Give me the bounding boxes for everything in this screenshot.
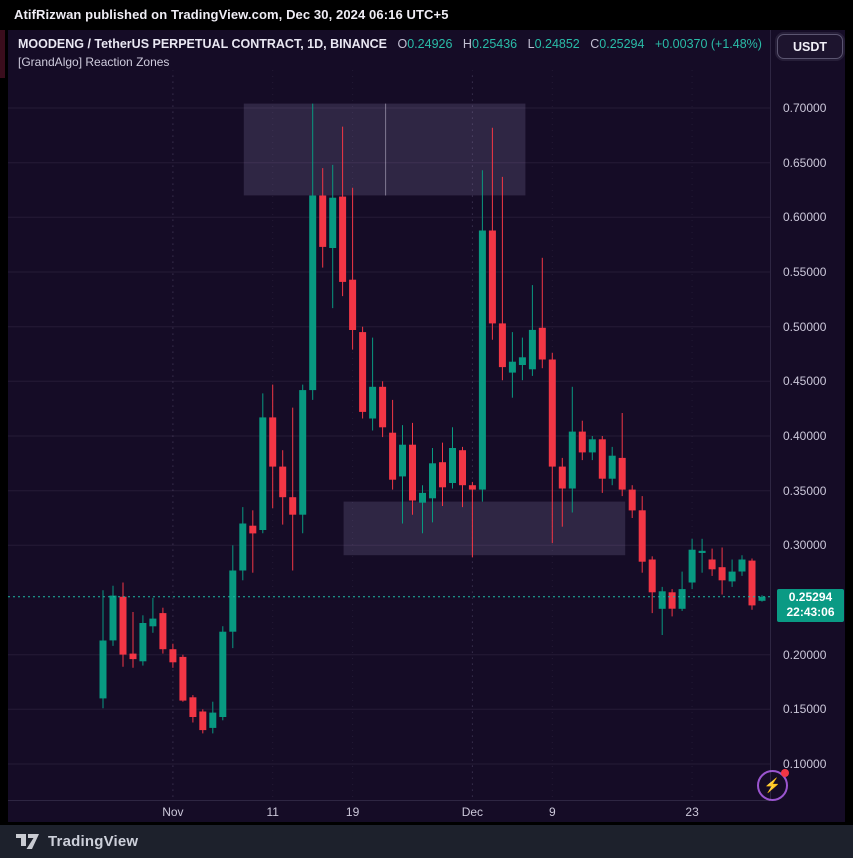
time-tick: 23 bbox=[685, 805, 699, 819]
candlestick-plot[interactable] bbox=[8, 30, 770, 800]
footer-bar: TradingView bbox=[0, 825, 853, 858]
bar-countdown: 22:43:06 bbox=[786, 604, 835, 619]
last-price-value: 0.25294 bbox=[788, 589, 833, 604]
ohlc-low-value: 0.24852 bbox=[534, 37, 580, 51]
indicator-label[interactable]: [GrandAlgo] Reaction Zones bbox=[18, 55, 170, 69]
price-tick: 0.60000 bbox=[783, 210, 827, 225]
price-tick: 0.30000 bbox=[783, 538, 827, 553]
chart-widget: ⚡ MOODENG / TetherUS PERPETUAL CONTRACT,… bbox=[0, 30, 846, 823]
reaction-zone-upper bbox=[243, 103, 526, 196]
attribution-text: AtifRizwan published on TradingView.com,… bbox=[14, 7, 449, 22]
ohlc-high-label: H bbox=[462, 37, 472, 51]
lightning-bolt-icon: ⚡ bbox=[763, 776, 782, 793]
left-edge-marker bbox=[0, 30, 5, 78]
price-tick: 0.55000 bbox=[783, 265, 827, 279]
time-tick: 19 bbox=[345, 805, 360, 819]
time-tick: Nov bbox=[162, 805, 184, 819]
price-scale[interactable]: 0.70000 0.65000 0.60000 0.55000 0.50000 0.450… bbox=[770, 30, 846, 800]
notification-dot bbox=[781, 769, 789, 777]
price-tick: 0.15000 bbox=[783, 702, 827, 717]
ohlc-open-label: O bbox=[397, 37, 408, 51]
price-tick: 0.65000 bbox=[783, 155, 827, 170]
chart-canvas[interactable]: ⚡ bbox=[8, 30, 789, 801]
time-axis[interactable]: Nov 11 19 Dec 9 23 bbox=[8, 800, 770, 823]
tradingview-logo-icon[interactable] bbox=[16, 834, 40, 849]
ohlc-open-value: 0.24926 bbox=[407, 37, 453, 51]
price-tick: 0.50000 bbox=[783, 319, 827, 334]
price-tick: 0.40000 bbox=[783, 429, 827, 443]
price-tick: 0.10000 bbox=[783, 757, 827, 771]
attribution-bar: AtifRizwan published on TradingView.com,… bbox=[0, 0, 853, 29]
time-tick: 11 bbox=[266, 805, 279, 819]
symbol-title[interactable]: MOODENG / TetherUS PERPETUAL CONTRACT, 1… bbox=[18, 37, 388, 51]
symbol-header: MOODENG / TetherUS PERPETUAL CONTRACT, 1… bbox=[18, 37, 762, 51]
tradingview-brand-text[interactable]: TradingView bbox=[48, 833, 139, 850]
price-tick: 0.20000 bbox=[783, 647, 827, 662]
price-tick: 0.45000 bbox=[783, 374, 827, 389]
ohlc-high-value: 0.25436 bbox=[471, 37, 518, 51]
time-tick: Dec bbox=[461, 805, 484, 819]
currency-toggle-button[interactable]: USDT bbox=[777, 34, 843, 59]
ohlc-close-value: 0.25294 bbox=[599, 37, 645, 51]
ohlc-close-label: C bbox=[590, 37, 600, 51]
price-tick: 0.35000 bbox=[783, 483, 827, 498]
ohlc-low-label: L bbox=[527, 37, 535, 51]
time-tick: 9 bbox=[548, 805, 556, 819]
last-price-label: 0.25294 22:43:06 bbox=[777, 588, 844, 622]
grandalgo-indicator-icon[interactable]: ⚡ bbox=[757, 769, 789, 801]
price-tick: 0.70000 bbox=[783, 101, 827, 115]
price-change: +0.00370 (+1.48%) bbox=[654, 37, 762, 51]
reaction-zone-lower bbox=[343, 501, 626, 556]
